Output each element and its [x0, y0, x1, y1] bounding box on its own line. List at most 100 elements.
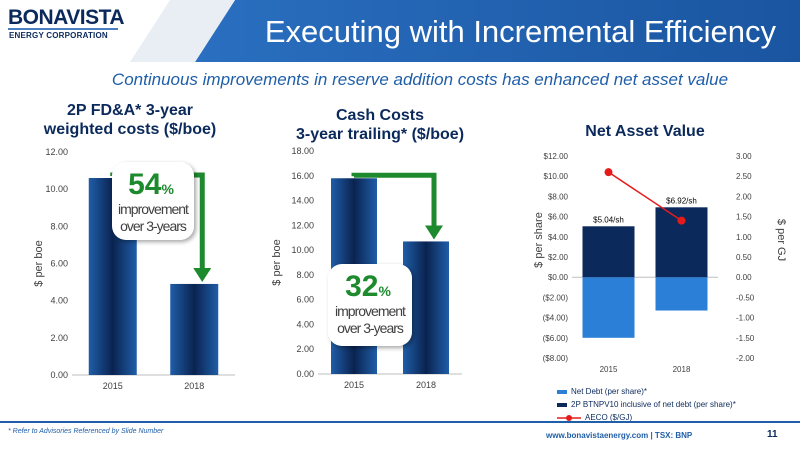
- y-axis-title: $ per boe: [33, 240, 45, 286]
- legend-label-net-debt: Net Debt (per share)*: [571, 387, 648, 396]
- legend-label-aeco: AECO ($/GJ): [585, 413, 633, 422]
- chart1-title: 2P FD&A* 3-year weighted costs ($/boe): [20, 101, 240, 139]
- y-tick-label: 18.00: [291, 146, 314, 156]
- improvement-arrowhead: [425, 225, 443, 240]
- y-tick-label: 4.00: [50, 296, 68, 306]
- nav-chart: ($8.00) ($6.00) ($4.00) ($2.00) $0.00 $2.00 $4…: [533, 152, 787, 374]
- aeco-line: [608, 171, 682, 222]
- legend-item-aeco: AECO ($/GJ): [557, 411, 736, 424]
- y-tick-label: 8.00: [50, 221, 68, 231]
- y-tick-label: 14.00: [291, 196, 314, 206]
- cash-cost-chart: 0.00 2.00 4.00 6.00 8.00 10.00 12.00 14.00 16.00…: [271, 146, 462, 390]
- y-tick-label: 2.00: [296, 344, 314, 354]
- x-tick-label: 2015: [344, 380, 364, 390]
- callout-box: [112, 162, 194, 240]
- chart2-title-line2: 3-year trailing* ($/boe): [295, 126, 465, 143]
- y-tick-label: $0.00: [548, 273, 569, 282]
- y-tick-label: $4.00: [548, 233, 569, 242]
- title-banner: [130, 0, 800, 62]
- chart1-title-line2: weighted costs ($/boe): [43, 121, 217, 138]
- x-tick-label: 2018: [416, 380, 436, 390]
- y2-tick-label: -2.00: [736, 354, 755, 363]
- data-label-npv-2015: $5.04/sh: [593, 215, 624, 224]
- y-tick-label: 0.00: [296, 369, 314, 379]
- bar-net-debt-2015: [582, 277, 635, 338]
- y2-tick-label: -0.50: [736, 293, 755, 302]
- slide-title: Executing with Incremental Efficiency: [264, 14, 776, 49]
- y-tick-label: 10.00: [45, 184, 68, 194]
- footer-website: www.bonavistaenergy.com | TSX: BNP: [546, 431, 693, 440]
- legend-item-npv: 2P BTNPV10 inclusive of net debt (per sh…: [557, 398, 736, 411]
- callout-line2: over 3-years: [337, 320, 404, 336]
- logo-underline: [8, 28, 118, 30]
- y2-tick-label: 0.50: [736, 253, 752, 262]
- legend-swatch-aeco: [557, 414, 581, 421]
- y-tick-label: 12.00: [291, 220, 314, 230]
- chart2-title-line1: Cash Costs: [335, 107, 425, 124]
- legend-item-net-debt: Net Debt (per share)*: [557, 385, 736, 398]
- y-tick-label: ($8.00): [543, 354, 569, 363]
- callout-percent: 54%: [128, 168, 174, 201]
- y-tick-label: $12.00: [544, 152, 569, 161]
- callout-line2: over 3-years: [120, 218, 187, 234]
- y-tick-label: 6.00: [296, 295, 314, 305]
- header: BONAVISTA ENERGY CORPORATION Executing w…: [0, 0, 800, 62]
- x-tick-label: 2018: [184, 381, 204, 391]
- x-tick-label: 2018: [673, 365, 691, 374]
- y-tick-label: 12.00: [45, 147, 68, 157]
- legend-label-npv: 2P BTNPV10 inclusive of net debt (per sh…: [571, 400, 736, 409]
- y2-tick-label: 0.00: [736, 273, 752, 282]
- y-tick-label: ($6.00): [543, 334, 569, 343]
- y-tick-label: 10.00: [291, 245, 314, 255]
- y-tick-label: $8.00: [548, 192, 569, 201]
- y-axis-title: $ per share: [533, 212, 545, 268]
- slide-subtitle: Continuous improvements in reserve addit…: [111, 70, 729, 89]
- logo-name: BONAVISTA: [8, 6, 125, 29]
- y2-tick-label: 1.00: [736, 233, 752, 242]
- legend-swatch-net-debt: [557, 389, 567, 394]
- y-tick-label: ($2.00): [543, 293, 569, 302]
- y2-tick-label: -1.00: [736, 314, 755, 323]
- y-tick-label: ($4.00): [543, 314, 569, 323]
- page-number: 11: [767, 429, 778, 440]
- chart2-title: Cash Costs 3-year trailing* ($/boe): [270, 106, 490, 144]
- y-tick-label: 8.00: [296, 270, 314, 280]
- callout-box: [328, 264, 412, 346]
- callout-percent: 32%: [345, 270, 391, 303]
- footnote: * Refer to Advisories Referenced by Slid…: [8, 428, 164, 435]
- y2-tick-label: 2.50: [736, 172, 752, 181]
- y-tick-label: 16.00: [291, 171, 314, 181]
- y-tick-label: 0.00: [50, 370, 68, 380]
- bar-net-debt-2018: [655, 277, 708, 311]
- nav-legend: Net Debt (per share)* 2P BTNPV10 inclusi…: [557, 385, 736, 424]
- y2-tick-label: 3.00: [736, 152, 752, 161]
- x-tick-label: 2015: [103, 381, 123, 391]
- chart1-title-line1: 2P FD&A* 3-year: [67, 102, 193, 119]
- bar-npv-2015: [582, 226, 635, 278]
- aeco-point-2018: [677, 216, 686, 225]
- data-label-npv-2018: $6.92/sh: [666, 196, 697, 205]
- improvement-arrow: [351, 172, 437, 228]
- bar-2018: [170, 283, 219, 375]
- y-tick-label: $6.00: [548, 213, 569, 222]
- y-tick-label: $10.00: [544, 172, 569, 181]
- legend-swatch-npv: [557, 402, 567, 407]
- callout-line1: improvement: [118, 201, 189, 217]
- y2-tick-label: 1.50: [736, 213, 752, 222]
- company-logo: BONAVISTA ENERGY CORPORATION: [8, 6, 158, 46]
- y2-tick-label: -1.50: [736, 334, 755, 343]
- y2-axis-title: $ per GJ: [775, 219, 787, 261]
- x-tick-label: 2015: [600, 365, 618, 374]
- chart3-title: Net Asset Value: [585, 123, 705, 140]
- y-axis-title: $ per boe: [271, 239, 283, 285]
- aeco-point-2015: [604, 168, 613, 177]
- improvement-arrowhead: [193, 267, 212, 282]
- callout-line1: improvement: [335, 303, 406, 319]
- y-tick-label: $2.00: [548, 253, 569, 262]
- footer-rule: [0, 421, 800, 423]
- fda-cost-chart: 0.00 2.00 4.00 6.00 8.00 10.00 12.00 $ per boe 2…: [33, 147, 235, 391]
- logo-subtitle: ENERGY CORPORATION: [9, 31, 108, 40]
- y-tick-label: 6.00: [50, 259, 68, 269]
- y2-tick-label: 2.00: [736, 192, 752, 201]
